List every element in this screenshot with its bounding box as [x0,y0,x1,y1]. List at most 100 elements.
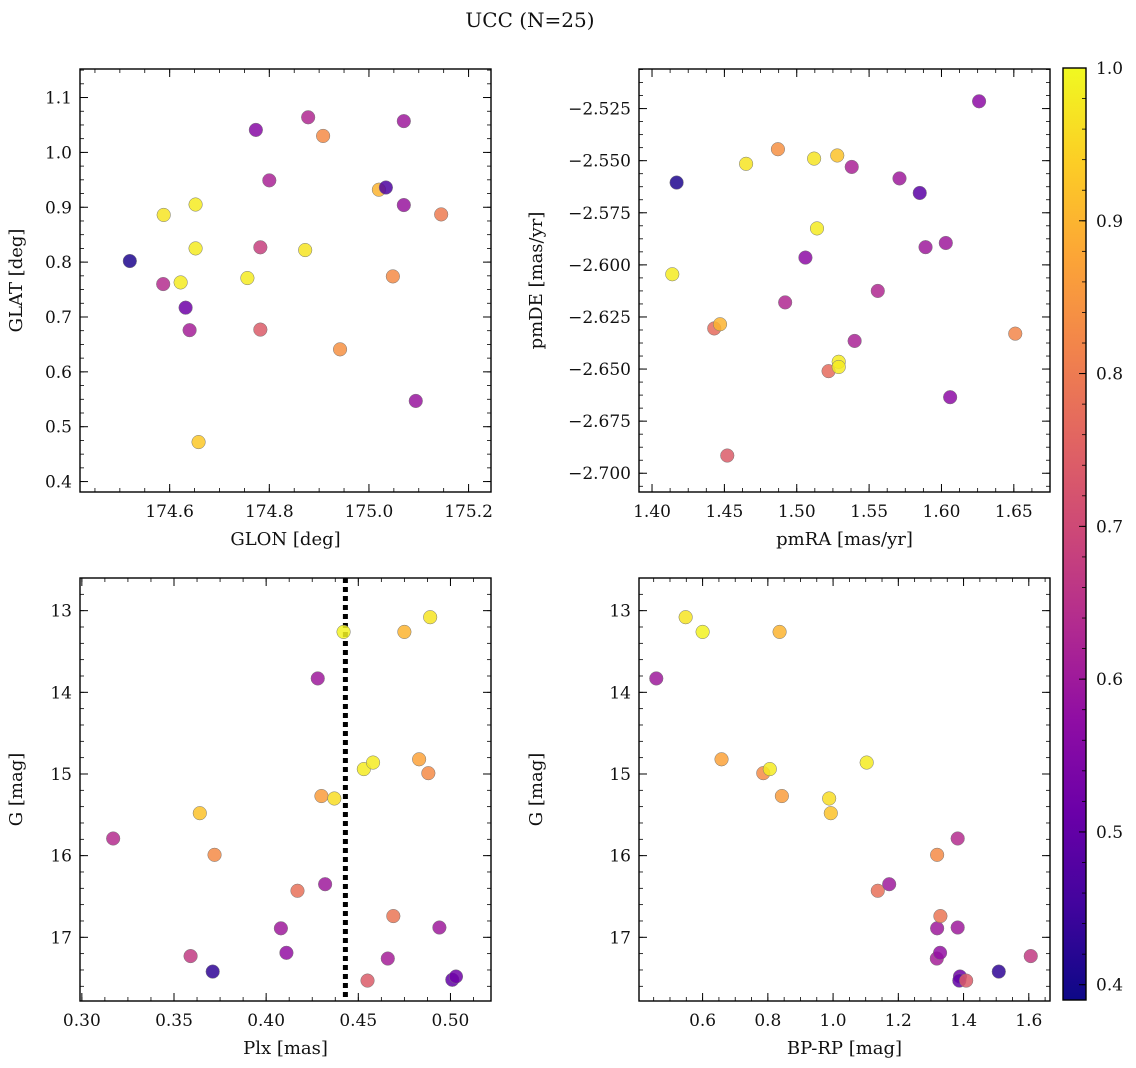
scatter-point [950,831,965,846]
scatter-point [290,883,305,898]
scatter-point [870,283,885,298]
scatter-point [448,969,464,984]
scatter-point [122,253,137,269]
scatter-point [279,945,294,960]
scatter-point [336,624,351,639]
axes-frame [638,577,1051,1002]
scatter-point [386,909,401,924]
colorbar-tick-label: 0.4 [1096,976,1123,996]
scatter-point [892,171,907,186]
y-tick-label: −2.525 [568,100,631,120]
x-tick-label: 1.65 [995,502,1033,522]
scatter-point [182,323,197,338]
scatter-point [316,128,331,143]
scatter-point [106,831,121,846]
x-tick-label: 1.0 [820,1011,847,1031]
panel-pmra_pmde: 1.40 1.45 1.50 1.55 1.60 1.65 −2.700 −2.675 −2.6… [526,68,1051,550]
colorbar-bar [1062,67,1087,1001]
axes-frame [79,577,492,1002]
x-axis-label: GLON [deg] [230,529,340,550]
scatter-point [273,921,288,936]
scatter-point [844,159,859,174]
x-tick-label: 1.50 [778,502,816,522]
scatter-point [178,300,193,315]
scatter-point [240,270,255,286]
scatter-point [778,295,793,310]
scatter-point [918,240,933,255]
scatter-point [770,142,785,157]
scatter-point [1023,949,1038,964]
scatter-point [408,393,423,408]
scatter-point [360,973,375,988]
y-tick-label: 14 [50,683,72,703]
scatter-point [739,156,754,171]
y-tick-label: 16 [609,847,631,867]
scatter-point [712,317,728,332]
scatter-point [938,235,953,251]
y-tick-label: −2.575 [568,204,631,224]
x-tick-label: 174.6 [145,502,194,522]
x-tick-label: 1.55 [850,502,888,522]
scatter-point [173,275,188,290]
x-tick-label: 1.60 [923,502,961,522]
scatter-point [933,909,948,924]
y-axis-label: pmDE [mas/yr] [526,212,547,350]
scatter-point [882,877,897,892]
scatter-point [930,921,945,936]
x-tick-label: 175.0 [345,502,394,522]
scatter-point [823,806,838,821]
scatter-point [327,791,342,806]
scatter-point [798,250,813,265]
scatter-point [933,945,948,960]
y-tick-label: −2.650 [568,360,631,380]
axes-frame [79,68,492,493]
y-tick-label: −2.600 [568,256,631,276]
y-tick-label: 0.6 [45,363,72,383]
scatter-point [870,883,885,898]
scatter-point [809,221,825,236]
scatter-point [807,151,822,166]
scatter-point [248,122,263,137]
scatter-point [695,624,710,639]
scatter-point [649,671,664,686]
colorbar-tick-label: 0.6 [1096,670,1123,690]
scatter-point [412,752,427,767]
scatter-point [310,671,325,686]
x-tick-label: 1.40 [633,502,671,522]
scatter-point [714,752,729,767]
scatter-point [859,755,874,770]
scatter-point [380,951,395,966]
scatter-point [774,788,789,804]
colorbar-tick-label: 0.8 [1096,365,1123,385]
x-tick-label: 0.8 [754,1011,781,1031]
y-tick-label: 16 [50,847,72,867]
y-tick-label: 17 [609,928,631,948]
colorbar: 0.4 0.5 0.6 0.7 0.8 0.9 1.0 [1062,59,1123,1001]
scatter-point [434,207,449,222]
scatter-point [262,173,277,188]
y-tick-label: 0.5 [45,418,72,438]
scatter-point [333,342,348,357]
scatter-point [762,762,777,777]
scatter-point [396,114,411,129]
y-tick-label: 1.1 [45,89,72,109]
figure-title: UCC (N=25) [465,8,594,32]
scatter-point [207,847,222,862]
scatter-point [318,877,333,892]
scatter-point [1008,326,1023,341]
y-tick-label: 17 [50,928,72,948]
scatter-point [298,243,313,258]
y-tick-label: −2.700 [568,464,631,484]
x-tick-label: 1.6 [1015,1011,1042,1031]
scatter-point [972,94,987,109]
x-tick-label: 1.45 [705,502,743,522]
x-tick-label: 0.40 [247,1011,285,1031]
scatter-point [912,185,927,201]
scatter-point [669,175,684,190]
scatter-point [385,269,400,284]
y-tick-label: −2.675 [568,412,631,432]
x-axis-label: Plx [mas] [243,1038,328,1059]
scatter-point [959,973,974,988]
scatter-point [830,148,845,163]
scatter-point [156,277,171,292]
